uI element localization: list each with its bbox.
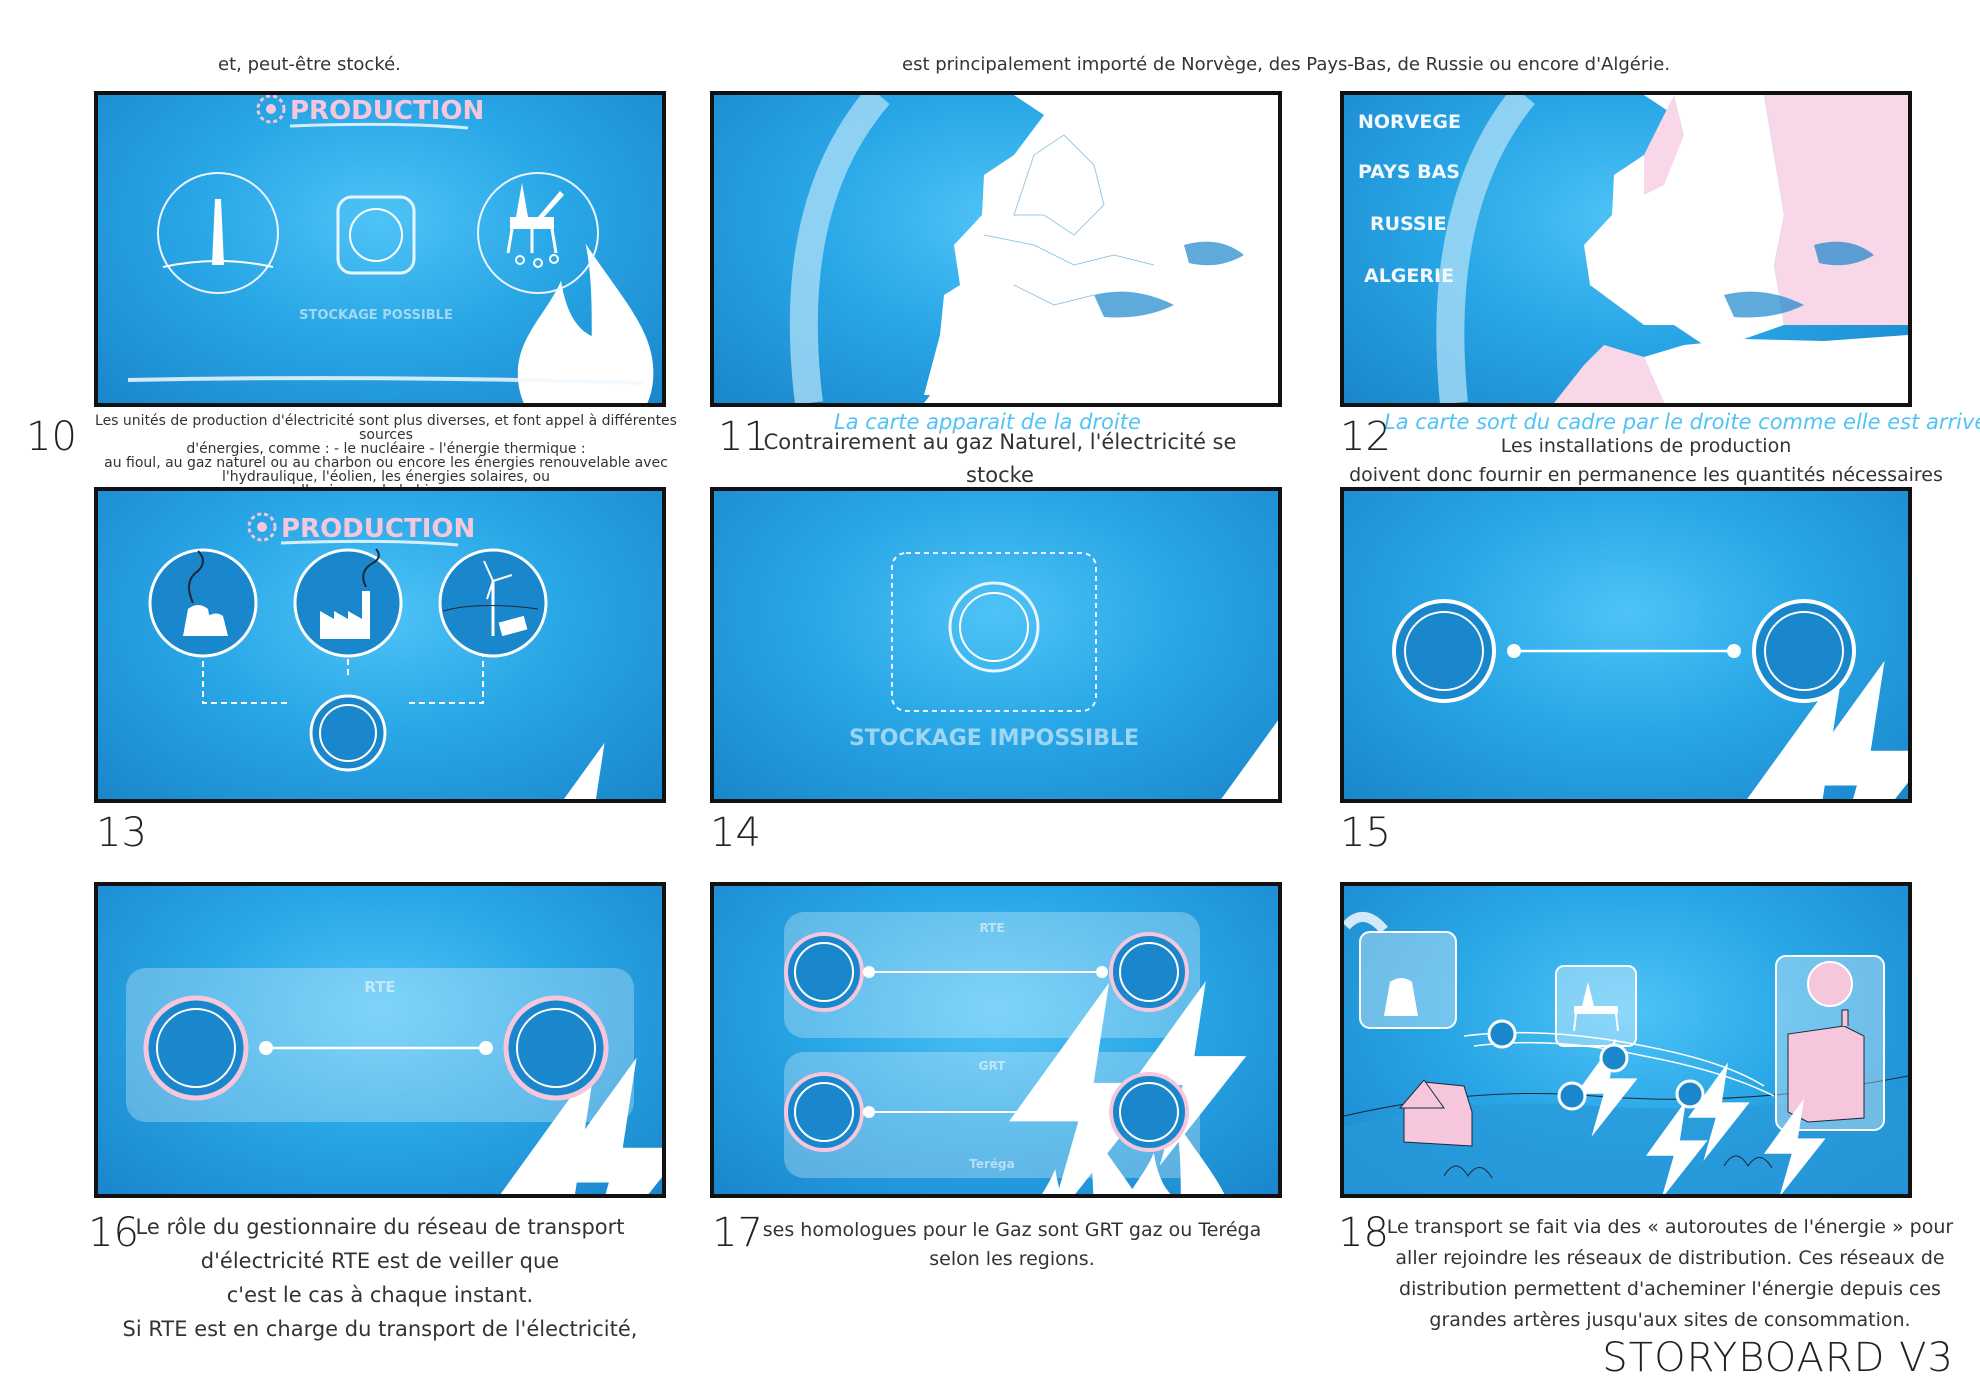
panel-10-number: 10: [26, 414, 77, 460]
gear-icon: [247, 512, 277, 542]
oil-rig-icon: [1573, 982, 1619, 1032]
factory-building-icon: [1787, 1009, 1865, 1123]
panel-12-caption: Les installations de production doivent …: [1349, 435, 1943, 486]
panel-18-number: 18: [1338, 1210, 1389, 1256]
panel-16-frame: RTE: [94, 882, 666, 1198]
panel-13-number: 13: [96, 810, 147, 856]
panel-13-frame: PRODUCTION: [94, 487, 666, 803]
panel-11-note: La carte apparait de la droite: [834, 410, 1141, 434]
panel-16-box-label: RTE: [364, 978, 395, 996]
panel-17-box2-sub: Teréga: [969, 1157, 1014, 1171]
panel-16-number: 16: [88, 1210, 139, 1256]
panel-17-box1-label: RTE: [979, 921, 1004, 935]
panel-10-caption: Les unités de production d'électricité s…: [95, 413, 677, 498]
top-caption-left: et, peut-être stocké.: [218, 54, 401, 75]
bolt-icon: [1216, 640, 1278, 799]
panel-17-box2-label: GRT: [979, 1059, 1007, 1073]
panel-14-label: STOCKAGE IMPOSSIBLE: [849, 726, 1139, 751]
panel-14-frame: STOCKAGE IMPOSSIBLE: [710, 487, 1282, 803]
top-caption-center: est principalement importé de Norvège, d…: [902, 54, 1671, 75]
panel-12-note: La carte sort du cadre par le droite com…: [1384, 410, 1980, 434]
country-pays-bas: PAYS BAS: [1358, 161, 1460, 183]
cooling-tower-icon: [1344, 912, 1418, 1016]
panel-14-number: 14: [710, 810, 761, 856]
europe-map-highlighted: [1436, 95, 1908, 403]
europe-map: [789, 95, 1278, 403]
country-russie: RUSSIE: [1370, 213, 1447, 235]
panel-15-number: 15: [1340, 810, 1391, 856]
panel-10-label: STOCKAGE POSSIBLE: [299, 308, 453, 323]
panel-17-caption: ses homologues pour le Gaz sont GRT gaz …: [762, 1219, 1262, 1270]
wind-turbine-icon: [442, 560, 539, 637]
storyboard-footer: STORYBOARD V3: [1602, 1335, 1954, 1381]
gear-icon: [256, 95, 286, 124]
cooling-tower-icon: [183, 550, 228, 636]
factory-icon: [320, 548, 380, 639]
bolt-icon: [515, 743, 654, 799]
panel-12-frame: NORVEGE PAYS BAS RUSSIE ALGERIE: [1340, 91, 1912, 407]
panel-17-frame: RTE GRT Teréga: [710, 882, 1282, 1198]
country-norvege: NORVEGE: [1358, 111, 1461, 133]
panel-12-number: 12: [1340, 414, 1391, 460]
panel-10-title: PRODUCTION: [290, 96, 484, 126]
panel-17-number: 17: [712, 1210, 763, 1256]
chimney-icon: [162, 199, 274, 268]
panel-18-caption: Le transport se fait via des « autoroute…: [1386, 1216, 1954, 1331]
panel-16-caption: Le rôle du gestionnaire du réseau de tra…: [122, 1215, 638, 1341]
panel-13-title: PRODUCTION: [281, 514, 475, 544]
oil-rig-icon: [506, 183, 564, 268]
panel-11-number: 11: [718, 414, 769, 460]
panel-10-frame: PRODUCTION STOCKAGE POSSIBLE: [94, 91, 666, 407]
panel-18-frame: [1340, 882, 1912, 1198]
country-algerie: ALGERIE: [1364, 265, 1455, 287]
house-icon: [1398, 1079, 1473, 1147]
panel-11-frame: [710, 91, 1282, 407]
panel-15-frame: [1340, 487, 1912, 803]
